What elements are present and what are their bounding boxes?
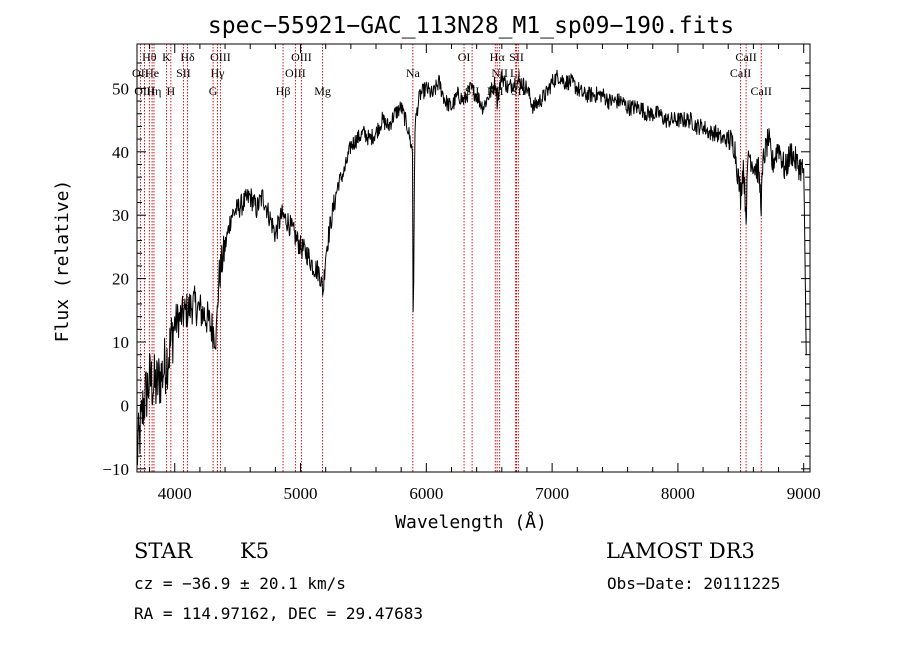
spectral-line-label: Hβ [276, 84, 291, 98]
chart-title: spec−55921−GAC_113N28_M1_sp09−190.fits [208, 13, 734, 39]
spectral-line-label: Mg [314, 84, 331, 98]
spectral-line-label: OIII [291, 50, 312, 64]
obs-date: Obs−Date: 20111225 [607, 574, 781, 593]
object-class: STAR [134, 539, 193, 563]
x-axis-label: Wavelength (Å) [395, 511, 547, 533]
spectral-line-label: Na [406, 66, 421, 80]
redshift-readout: cz = −36.9 ± 20.1 km/s [134, 574, 346, 593]
spectral-line-label: Hγ [211, 66, 226, 80]
y-tick-label: −10 [102, 460, 129, 479]
spectral-line-label: SII [509, 50, 524, 64]
spectral-line-label: CaII [735, 50, 756, 64]
object-subclass: K5 [240, 539, 270, 563]
spectrum-series [136, 69, 807, 466]
y-tick-label: 30 [112, 206, 129, 225]
spectral-line-label: OIII [134, 84, 155, 98]
y-tick-label: 50 [112, 79, 129, 98]
y-tick-label: 0 [121, 396, 130, 415]
x-tick-label: 4000 [158, 484, 192, 503]
y-axis-label: Flux (relative) [52, 180, 73, 343]
coordinates: RA = 114.97162, DEC = 29.47683 [134, 604, 423, 623]
x-tick-label: 7000 [535, 484, 569, 503]
spectral-line-label: Hδ [180, 50, 195, 64]
spectral-line-label: K [162, 50, 171, 64]
spectral-line-label: Hα [490, 50, 506, 64]
spectral-line-label: G [209, 84, 218, 98]
spectral-line-label: H [167, 84, 176, 98]
spectral-line-label: Hθ [142, 50, 157, 64]
axes: 4000 5000 6000 7000 8000 9000 −10 0 10 20 30 40 50 [102, 44, 821, 503]
spectral-line-label: Hη [147, 84, 162, 98]
spectral-line-label: CaII [730, 66, 751, 80]
x-tick-label: 5000 [284, 484, 318, 503]
spectral-line-label: OIII [210, 50, 231, 64]
spectral-line-label: SII [176, 66, 191, 80]
spectral-line-label: OIII [285, 66, 306, 80]
y-tick-label: 20 [112, 270, 129, 289]
spectral-line-label: He [145, 66, 159, 80]
spectral-line-label: Li [510, 66, 521, 80]
spectral-line-label: CaII [751, 84, 772, 98]
x-tick-label: 8000 [661, 484, 695, 503]
spectral-line-label: OI [458, 50, 471, 64]
plot-frame [136, 43, 811, 473]
y-tick-label: 40 [112, 143, 129, 162]
y-tick-label: 10 [112, 333, 129, 352]
survey-name: LAMOST DR3 [606, 539, 755, 563]
x-tick-label: 6000 [409, 484, 443, 503]
spectrum-line [136, 69, 807, 466]
x-tick-label: 9000 [787, 484, 821, 503]
